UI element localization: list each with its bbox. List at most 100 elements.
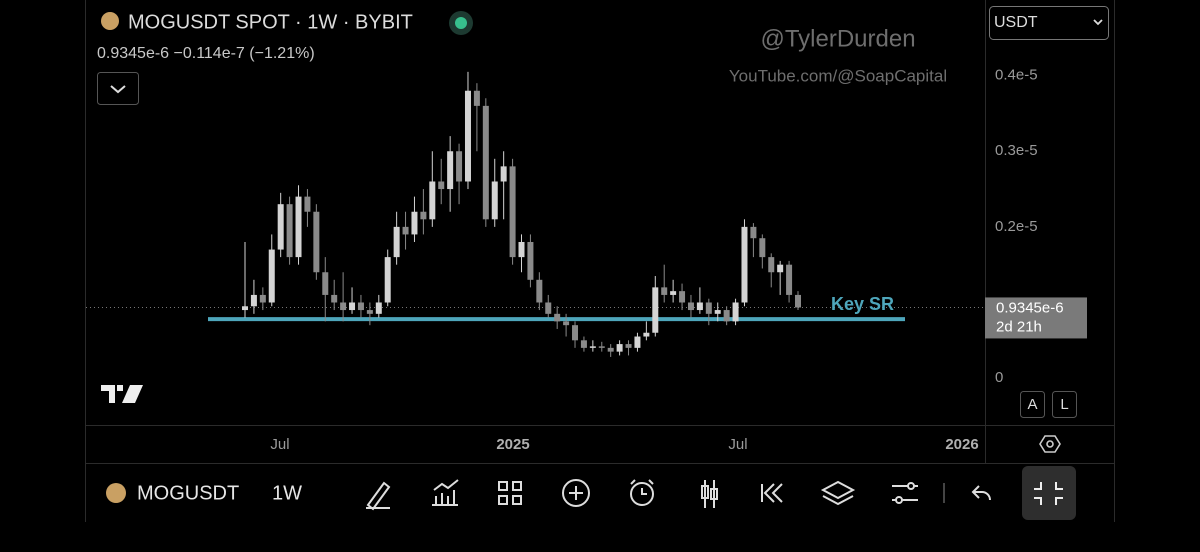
candle-body: [687, 302, 694, 311]
candle-body: [589, 346, 596, 348]
log-scale-label: L: [1060, 396, 1068, 413]
quote: 0.9345e-6 −0.114e-7 (−1.21%): [97, 45, 315, 62]
candle-body: [411, 211, 418, 235]
toolbar-icons: [366, 479, 991, 511]
toolbar-symbol[interactable]: MOGUSDT: [137, 482, 239, 504]
candle-body: [625, 344, 632, 348]
candle-body: [750, 226, 757, 239]
candle-body: [714, 310, 721, 314]
candle-body: [420, 211, 427, 220]
candle-body: [304, 196, 311, 212]
candle-body: [250, 294, 257, 307]
candle-body: [357, 302, 364, 311]
collapse-icon: [1034, 482, 1063, 505]
collapse-button[interactable]: [97, 72, 139, 105]
candle-body: [349, 302, 356, 311]
candle-body: [545, 302, 552, 314]
candle-body: [652, 287, 659, 333]
symbol-logo: [101, 12, 119, 30]
candle-body: [286, 204, 293, 258]
candle-body: [268, 249, 275, 303]
key-sr-label: Key SR: [831, 294, 894, 314]
log-scale-button[interactable]: [1052, 391, 1077, 418]
auto-scale-button[interactable]: [1020, 391, 1045, 418]
candle-body: [331, 294, 338, 303]
x-tick-label: Jul: [728, 436, 747, 453]
candle-body: [554, 313, 561, 322]
candle-body: [259, 294, 266, 303]
settings-icon[interactable]: [1039, 435, 1061, 453]
candle-body: [277, 204, 284, 250]
x-tick-label: 2025: [496, 436, 529, 453]
y-tick-label: 0.2e-5: [995, 218, 1038, 235]
candle-body: [679, 291, 686, 303]
candle-body: [732, 302, 739, 322]
candle-body: [340, 302, 347, 311]
watermark-handle: @TylerDurden: [760, 25, 915, 52]
candle-body: [509, 166, 516, 258]
layout-icon[interactable]: [498, 481, 522, 505]
candle-body: [616, 344, 623, 352]
candle-body: [456, 151, 463, 182]
add-icon[interactable]: [562, 479, 590, 507]
fullscreen-button[interactable]: [1022, 466, 1076, 520]
currency-select[interactable]: [989, 6, 1109, 40]
indicators-icon[interactable]: [432, 479, 459, 506]
candle-body: [313, 211, 320, 273]
candle-body: [661, 287, 668, 295]
candle-body: [438, 181, 445, 190]
candle-body: [741, 226, 748, 303]
y-tick-label: 0: [995, 369, 1003, 386]
candles-icon[interactable]: [701, 480, 718, 508]
candle-body: [786, 264, 793, 295]
candle-body: [366, 310, 373, 314]
candle-body: [563, 321, 570, 326]
candle-body: [607, 347, 614, 352]
candle-body: [429, 181, 436, 220]
candle-body: [322, 272, 329, 295]
candle-body: [723, 310, 730, 322]
toolbar-logo: [106, 483, 126, 503]
candle-body: [242, 306, 248, 311]
toolbar-interval[interactable]: 1W: [272, 482, 302, 504]
tv-logo: [101, 385, 143, 403]
candle-body: [777, 264, 784, 273]
price-label-box: [985, 297, 1087, 339]
price-label: 0.9345e-6: [996, 299, 1064, 316]
replay-icon[interactable]: [761, 483, 783, 503]
currency-label: USDT: [994, 14, 1038, 31]
candle-body: [464, 90, 471, 182]
plot: 0 0.2e-5 0.3e-5 0.4e-5 Jul 2025 Jul 2026 Key SR: [86, 67, 1038, 453]
candle-body: [500, 166, 507, 182]
candle-body: [795, 294, 801, 308]
candle-body: [536, 279, 543, 303]
draw-icon[interactable]: [366, 481, 391, 511]
candle-body: [768, 257, 775, 273]
candle-body: [518, 241, 525, 258]
candle-body: [447, 151, 454, 190]
candle-body: [482, 105, 489, 220]
undo-icon[interactable]: [971, 485, 991, 501]
candle-body: [643, 332, 650, 337]
candle-body: [402, 226, 409, 235]
auto-scale-label: A: [1027, 396, 1037, 413]
chart-title: MOGUSDT SPOT · 1W · BYBIT: [128, 11, 413, 33]
candle-body: [580, 340, 587, 348]
slider-knob: [895, 496, 903, 504]
candle-body: [759, 238, 766, 258]
x-tick-label: 2026: [945, 436, 978, 453]
select-arrow: [1093, 19, 1103, 26]
watermark-channel: YouTube.com/@SoapCapital: [729, 66, 947, 85]
alert-hands: [630, 479, 654, 495]
alert-icon[interactable]: [630, 482, 654, 506]
settings-icon-center: [1046, 440, 1054, 448]
candle-body: [634, 336, 641, 348]
candle-body: [527, 241, 534, 280]
countdown-label: 2d 21h: [996, 318, 1042, 335]
y-tick-label: 0.3e-5: [995, 142, 1038, 159]
candle-body: [295, 196, 302, 258]
layers-icon[interactable]: [820, 480, 856, 506]
candle-body: [696, 302, 703, 311]
candle-body: [572, 325, 579, 341]
